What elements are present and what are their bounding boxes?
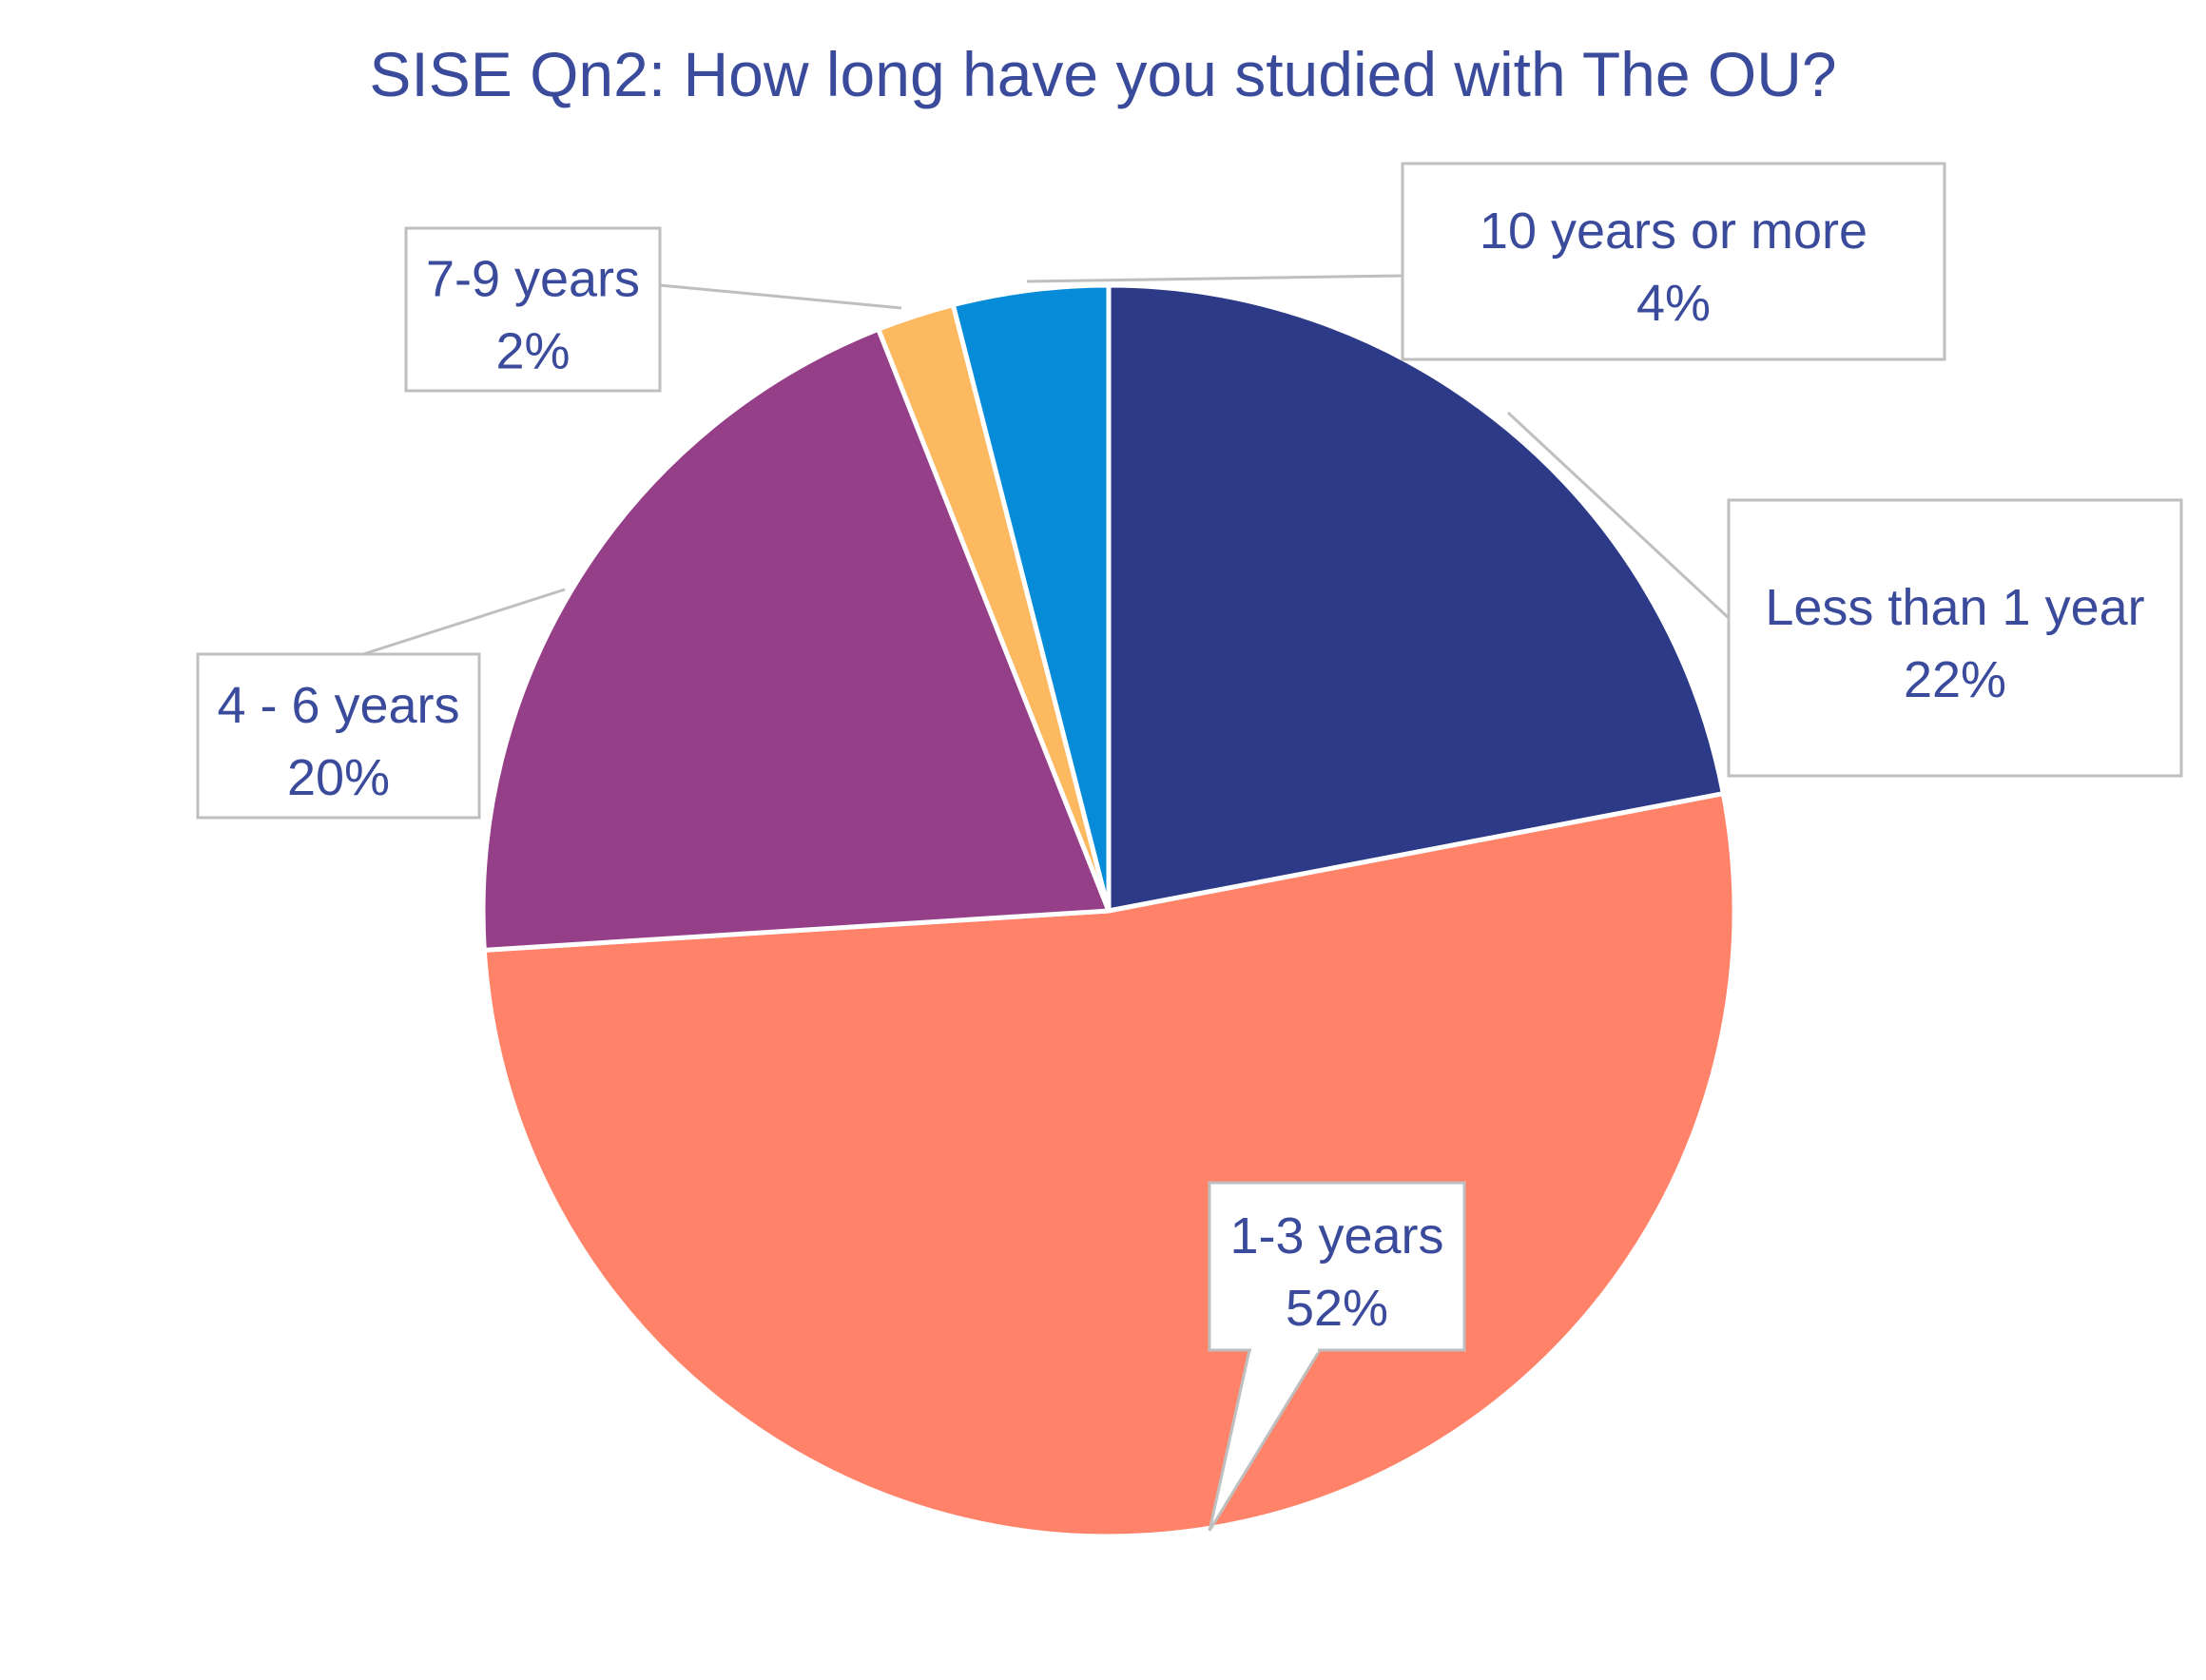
value-label-less-than-1-year: 22% [1904,651,2006,708]
data-label-box-7-9-years [404,226,662,393]
chart-title: SISE Qn2: How long have you studied with… [369,39,1837,109]
value-label-7-9-years: 2% [495,323,570,380]
category-label-7-9-years: 7-9 years [426,251,640,308]
pie-slice-less-than-1-year [1106,282,1726,914]
leader-line-4-6-years [362,588,566,656]
pie-slice-4-6-years [480,326,1112,953]
pie-slices [480,282,1737,1539]
category-label-10-years-or-more: 10 years or more [1480,203,1867,260]
data-label-box-4-6-years [196,652,481,820]
value-label-10-years-or-more: 4% [1636,275,1711,332]
leader-lines [362,274,1731,656]
data-label-box-less-than-1-year [1727,498,2183,778]
category-label-1-3-years: 1-3 years [1229,1207,1443,1265]
category-label-4-6-years: 4 - 6 years [217,677,459,734]
data-label-box-10-years-or-more [1401,162,1946,361]
data-label-box-1-3-years [1208,1181,1466,1352]
value-label-1-3-years: 52% [1286,1280,1388,1337]
pie-slice-10-years-or-more [950,282,1112,914]
leader-line-less-than-1-year [1506,411,1731,620]
data-labels: Less than 1 year 22% 1-3 years 52% 4 - 6 yea… [196,162,2183,1532]
leader-line-10-years-or-more [1026,274,1403,283]
leader-line-7-9-years [659,283,902,310]
value-label-4-6-years: 20% [287,749,390,806]
category-label-less-than-1-year: Less than 1 year [1765,579,2144,636]
